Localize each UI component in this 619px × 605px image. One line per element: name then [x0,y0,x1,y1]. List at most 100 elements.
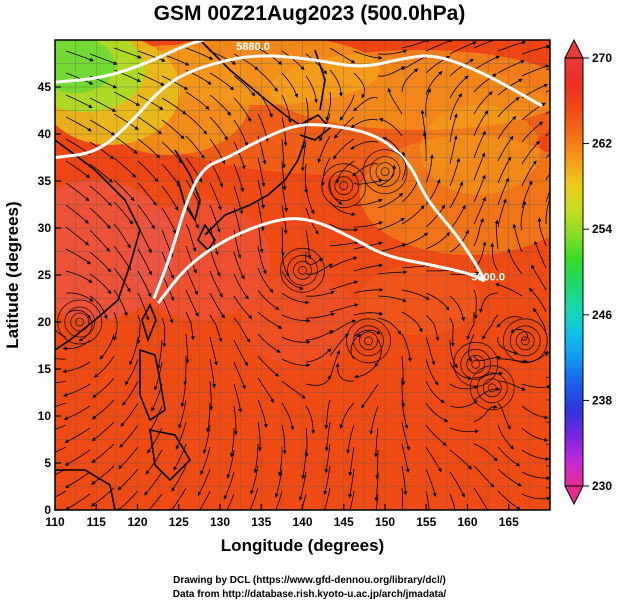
streamline [113,135,138,154]
streamline [197,468,211,497]
streamline [281,72,298,98]
streamline [512,223,523,253]
streamline [520,200,527,231]
streamline [333,138,355,160]
circulation-ring [487,383,497,393]
streamline [89,141,115,160]
streamline [117,468,139,491]
china-coast [55,139,141,351]
streamline [122,380,139,406]
streamline [233,163,245,193]
streamline [329,303,359,313]
streamline [521,405,549,420]
streamline [304,427,309,458]
streamline [325,91,332,122]
streamline [324,421,331,452]
streamline [63,405,91,420]
streamline [545,189,550,203]
streamline [349,490,355,510]
streamline [180,377,187,408]
streamline [63,383,91,397]
streamline [425,424,447,446]
streamline [545,350,550,357]
streamline [161,185,179,211]
circulation-ring [520,336,530,346]
y-tick-label: 20 [38,315,52,329]
streamline [99,333,115,360]
streamline [161,273,175,302]
streamline [281,160,287,191]
streamline [257,311,283,329]
streamline [233,405,238,436]
streamline [209,50,237,65]
streamline [185,201,199,229]
streamline [113,113,139,130]
streamline [510,328,529,341]
streamline [401,232,429,247]
x-tick-label: 155 [416,515,436,529]
streamline [473,218,484,247]
streamline [173,443,187,471]
streamline [449,427,480,434]
streamline [494,219,499,250]
circulation-ring [280,247,325,293]
streamline [537,217,547,247]
streamline [257,399,268,429]
streamline [257,377,274,403]
streamline [89,251,112,273]
streamline [346,424,355,454]
streamline [281,314,311,323]
streamline [521,493,550,501]
streamline [401,355,406,386]
streamline [233,53,259,71]
streamline [161,141,183,164]
circulation-ring [482,378,502,398]
streamline [137,248,152,276]
y-axis-label: Latitude (degrees) [3,201,22,349]
streamline [425,358,439,386]
colorbar-tick-label: 270 [592,51,612,65]
circulation-ring [502,318,548,364]
lat-lon-grid [55,40,550,510]
streamline [55,446,67,453]
x-tick-label: 150 [375,515,395,529]
colorbar-tick-label: 254 [592,222,612,236]
streamline [156,339,163,370]
circulation-ring [375,162,395,182]
streamline [233,361,246,390]
streamline [233,383,243,413]
streamline [119,424,139,448]
streamline [329,333,349,357]
streamline [65,116,92,132]
height-contours: 5900.0 5880.0 [55,40,543,305]
streamline [137,116,162,135]
streamline [250,465,259,495]
x-tick-label: 130 [210,515,230,529]
circulation-ring [339,181,349,191]
circulation-ring [369,156,401,188]
credit-drawing: Drawing by DCL (https://www.gfd-dennou.o… [173,575,446,586]
y-tick-label: 5 [44,456,51,470]
streamline [449,400,478,408]
streamline [124,358,139,386]
streamline [305,348,332,363]
streamline [89,229,111,252]
height-contour [152,123,486,305]
streamline [281,138,286,169]
streamline [324,487,331,510]
streamline [521,44,550,55]
streamline [65,182,90,202]
streamline [209,358,216,389]
streamline [521,449,550,461]
colorbar-ticks: 270 262 254 246 238 230 [583,51,612,493]
height-contour [55,54,543,159]
streamline [305,290,336,297]
streamline [401,378,406,408]
streamline [425,380,445,404]
streamline [144,471,163,496]
streamline [449,113,458,143]
streamline [253,443,259,474]
streamline [521,121,544,143]
streamline [113,201,134,225]
circulation-ring [64,306,96,338]
